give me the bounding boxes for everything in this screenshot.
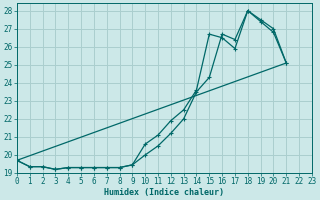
X-axis label: Humidex (Indice chaleur): Humidex (Indice chaleur) xyxy=(104,188,224,197)
